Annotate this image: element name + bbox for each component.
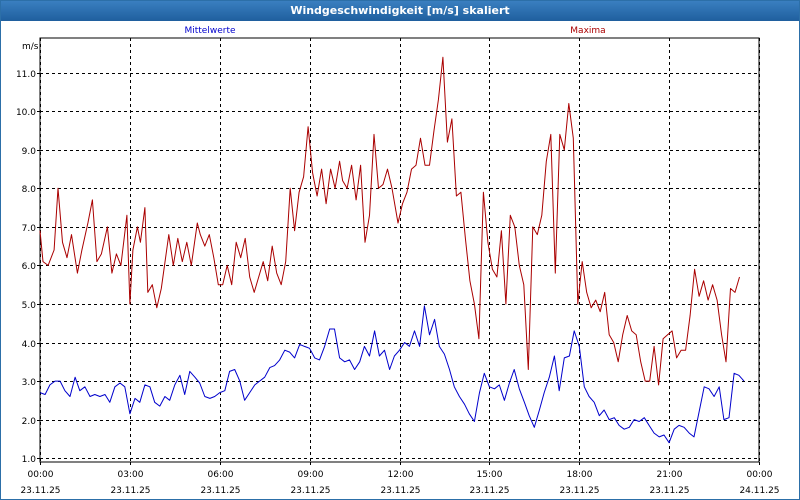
legend-label-mittelwerte: Mittelwerte bbox=[184, 26, 235, 36]
x-tick-time-label: 06:00 bbox=[208, 470, 234, 480]
plot-area bbox=[39, 37, 760, 463]
y-tick-label: 2.0 bbox=[22, 417, 37, 427]
x-tick-date-label: 23.11.25 bbox=[290, 486, 330, 496]
y-tick-label: 3.0 bbox=[22, 378, 37, 388]
y-tick-label: 11.0 bbox=[16, 70, 36, 80]
x-tick-time-label: 12:00 bbox=[388, 470, 414, 480]
y-tick-label: 9.0 bbox=[22, 147, 37, 157]
window-title: Windgeschwindigkeit [m/s] skaliert bbox=[1, 1, 799, 21]
y-tick-label: 7.0 bbox=[22, 224, 37, 234]
y-tick-label: 8.0 bbox=[22, 185, 37, 195]
y-tick-label: 5.0 bbox=[22, 301, 37, 311]
series-line-mittelwerte bbox=[39, 305, 745, 444]
y-axis-unit-label: m/s bbox=[22, 42, 39, 52]
y-tick-label: 6.0 bbox=[22, 262, 37, 272]
legend-label-maxima: Maxima bbox=[570, 26, 605, 36]
x-tick-date-label: 24.11.25 bbox=[739, 486, 779, 496]
x-tick-time-label: 21:00 bbox=[657, 470, 683, 480]
x-tick-date-label: 23.11.25 bbox=[559, 486, 599, 496]
x-tick-date-label: 23.11.25 bbox=[380, 486, 420, 496]
x-tick-date-label: 23.11.25 bbox=[20, 486, 60, 496]
y-tick-label: 1.0 bbox=[22, 455, 37, 465]
y-tick-label: 10.0 bbox=[16, 108, 36, 118]
x-tick-time-label: 00:00 bbox=[28, 470, 54, 480]
x-tick-date-label: 23.11.25 bbox=[469, 486, 509, 496]
x-tick-date-label: 23.11.25 bbox=[110, 486, 150, 496]
x-tick-date-label: 23.11.25 bbox=[200, 486, 240, 496]
x-tick-date-label: 23.11.25 bbox=[649, 486, 689, 496]
x-tick-time-label: 03:00 bbox=[118, 470, 144, 480]
x-tick-time-label: 18:00 bbox=[567, 470, 593, 480]
x-tick-time-label: 15:00 bbox=[477, 470, 503, 480]
y-tick-label: 4.0 bbox=[22, 340, 37, 350]
x-tick-time-label: 00:00 bbox=[747, 470, 773, 480]
x-tick-time-label: 09:00 bbox=[298, 470, 324, 480]
series-line-maxima bbox=[39, 56, 740, 386]
